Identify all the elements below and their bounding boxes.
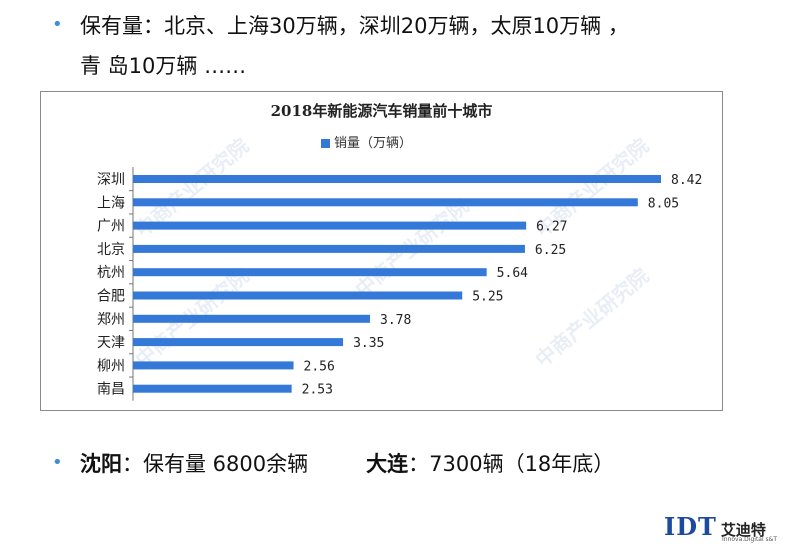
bar (133, 314, 371, 323)
category-label: 广州 (97, 219, 125, 235)
bar (133, 361, 294, 370)
logo-mark: IDT (664, 512, 717, 541)
bar (133, 338, 344, 347)
category-label: 合肥 (97, 289, 125, 305)
category-label: 天津 (97, 335, 125, 351)
chart-plot: 深圳 8.42 上海 8.05 广州 6.27 北京 6.25 杭州 5.64 合肥 5.25 郑州 3.… (97, 167, 702, 401)
idt-logo: IDT 艾迪特 Innova.Digital s&T (664, 512, 777, 543)
category-label: 杭州 (97, 265, 125, 281)
legend-swatch (321, 139, 330, 148)
logo-name: 艾迪特 (720, 521, 766, 539)
value-label: 3.35 (353, 336, 384, 351)
bar (133, 384, 292, 393)
dalian-inventory: ：7300辆（18年底） (408, 452, 615, 476)
value-label: 5.25 (472, 290, 503, 305)
inventory-text-line-2: 青 岛10万辆 …… (80, 54, 247, 78)
inventory-text-line-1: 保有量：北京、上海30万辆，深圳20万辆，太原10万辆 ， (80, 14, 629, 38)
bullet-dot: • (52, 14, 63, 35)
category-label: 北京 (97, 242, 125, 258)
chart-legend: 销量（万辆） (321, 132, 412, 151)
value-label: 8.42 (671, 173, 702, 188)
bar (133, 175, 661, 183)
value-label: 6.25 (535, 243, 566, 258)
legend-label: 销量（万辆） (334, 136, 413, 151)
bar (133, 268, 487, 277)
category-label: 柳州 (97, 357, 125, 374)
bar (133, 198, 638, 207)
value-label: 6.27 (536, 220, 567, 235)
bar (133, 244, 525, 253)
sales-chart: 中商产业研究院 中商产业研究院 中商产业研究院 中商产业研究院 中商产业研究院 … (40, 91, 723, 411)
shenyang-inventory: ：保有量 6800余辆 (122, 452, 309, 476)
value-label: 8.05 (648, 196, 679, 211)
category-label: 上海 (97, 195, 125, 211)
bar (133, 221, 527, 230)
value-label: 3.78 (380, 313, 411, 328)
category-label: 郑州 (97, 312, 125, 328)
chart-title: 2018年新能源汽车销量前十城市 (270, 102, 493, 120)
bar (133, 291, 463, 300)
category-label: 南昌 (97, 382, 125, 398)
value-label: 2.56 (304, 359, 335, 374)
bullet-dot: • (52, 452, 63, 473)
value-label: 5.64 (497, 266, 528, 281)
city-shenyang: 沈阳 (80, 452, 122, 476)
liaoning-text-line: 沈阳：保有量 6800余辆 大连：7300辆（18年底） (80, 450, 614, 478)
logo-subtitle: Innova.Digital s&T (722, 536, 778, 543)
value-label: 2.53 (302, 383, 333, 398)
city-dalian: 大连 (366, 452, 409, 476)
category-label: 深圳 (97, 172, 125, 188)
